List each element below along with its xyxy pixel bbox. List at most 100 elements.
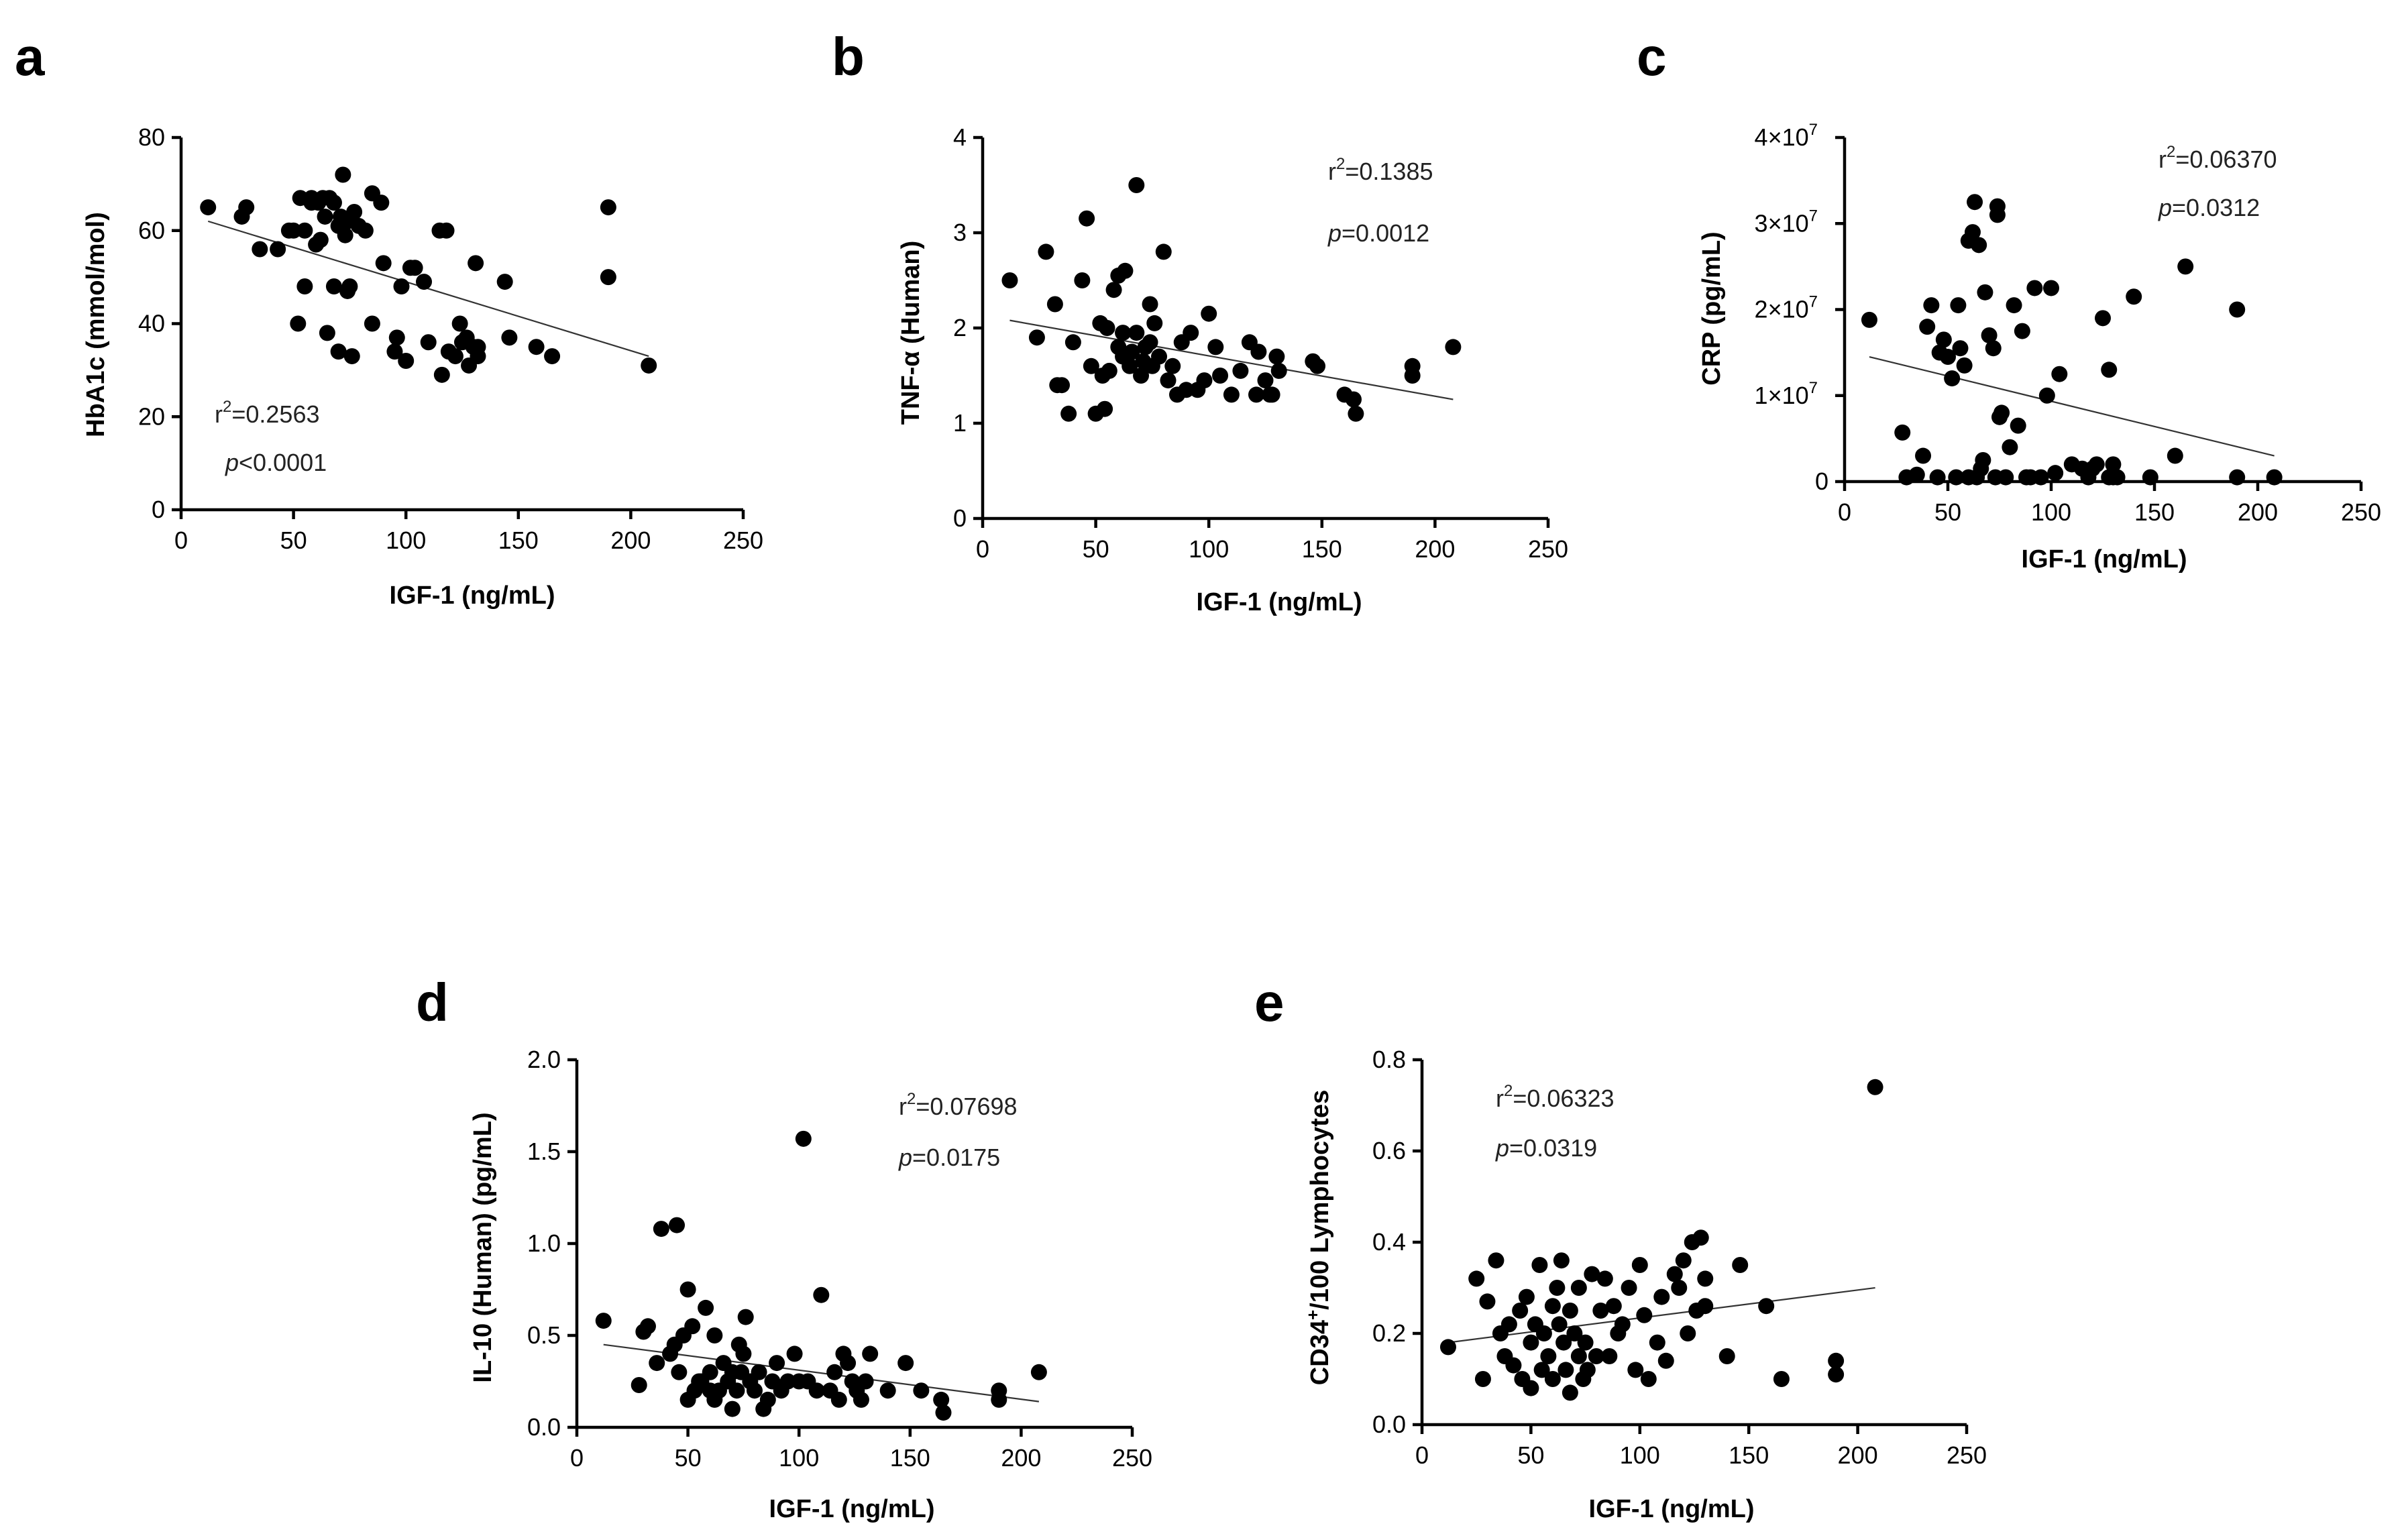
data-point xyxy=(1270,362,1287,379)
data-point xyxy=(600,269,616,286)
data-point xyxy=(641,357,657,374)
panel-e: e 0 50 100 150 200 250 0.0 0.2 0.4 0.6 0.8 IGF-1 (… xyxy=(1254,973,1987,1523)
data-point xyxy=(1867,1079,1883,1095)
data-point xyxy=(1549,1280,1566,1296)
data-point xyxy=(319,325,335,341)
data-point xyxy=(1993,404,2010,421)
data-point xyxy=(779,1373,796,1390)
data-point xyxy=(341,278,358,294)
data-point xyxy=(1232,362,1249,379)
data-point xyxy=(373,195,390,211)
data-point xyxy=(1592,1303,1609,1319)
data-point xyxy=(346,204,363,220)
data-point xyxy=(1105,282,1122,298)
data-point xyxy=(2229,469,2246,486)
data-point xyxy=(653,1221,669,1238)
data-point xyxy=(639,1318,656,1335)
data-point xyxy=(1518,1288,1535,1305)
data-point xyxy=(769,1355,785,1372)
x-tick-label: 50 xyxy=(280,527,307,554)
data-point xyxy=(1697,1298,1714,1315)
data-point xyxy=(1596,1270,1613,1287)
data-point xyxy=(1160,372,1177,389)
data-point xyxy=(1178,382,1195,398)
x-tick-label: 150 xyxy=(890,1444,930,1472)
data-point xyxy=(1523,1380,1539,1396)
data-point xyxy=(296,222,313,239)
x-tick-label: 50 xyxy=(675,1444,702,1472)
data-point xyxy=(1201,305,1217,322)
data-point xyxy=(1500,1316,1517,1333)
regression-line xyxy=(1869,355,2275,457)
y-tick-label: 3×107 xyxy=(1755,207,1818,237)
data-point xyxy=(897,1355,914,1372)
data-point xyxy=(1083,358,1099,374)
y-axis-label-d: IL-10 (Human) (pg/mL) xyxy=(469,1112,497,1382)
data-point xyxy=(1474,1371,1491,1387)
data-point xyxy=(1653,1288,1670,1305)
y-tick-label: 0 xyxy=(1815,468,1828,495)
data-point xyxy=(1248,386,1265,403)
y-tick-label: 1×107 xyxy=(1755,379,1818,409)
data-point xyxy=(2167,447,2183,464)
data-point xyxy=(751,1364,767,1380)
data-point xyxy=(1557,1362,1574,1378)
data-point xyxy=(1142,296,1158,313)
data-point xyxy=(388,329,405,346)
data-point xyxy=(1697,1270,1714,1287)
data-point xyxy=(1533,1362,1550,1378)
data-point xyxy=(1956,357,1973,374)
plot-area-b: 0 50 100 150 200 250 0 1 2 3 4 xyxy=(953,123,1568,563)
panel-d: d 0 50 100 150 200 250 0.0 0.5 1.0 1.5 2.0 IGF-1 (… xyxy=(416,973,1152,1523)
plot-area-d: 0 50 100 150 200 250 0.0 0.5 1.0 1.5 2.0 xyxy=(527,1046,1152,1472)
x-tick-label: 0 xyxy=(174,527,188,554)
data-point xyxy=(649,1355,665,1372)
data-point xyxy=(1975,451,1991,468)
data-point xyxy=(296,278,313,294)
x-tick-label: 250 xyxy=(723,527,763,554)
x-tick-label: 100 xyxy=(386,527,426,554)
x-tick-label: 50 xyxy=(1083,535,1109,563)
data-point xyxy=(1566,1325,1583,1341)
data-point xyxy=(544,348,561,365)
data-point xyxy=(600,199,616,216)
data-point xyxy=(2109,469,2126,486)
r-squared-a: r2=0.2563 xyxy=(215,398,320,428)
x-tick-label: 50 xyxy=(1934,498,1961,526)
data-point xyxy=(416,274,433,290)
p-value-c: p=0.0312 xyxy=(2158,194,2260,221)
data-point xyxy=(1680,1325,1696,1341)
data-point xyxy=(200,199,217,216)
x-tick-label: 250 xyxy=(2341,498,2381,526)
x-tick-label: 100 xyxy=(779,1444,819,1472)
data-point xyxy=(1079,210,1095,227)
data-point xyxy=(2126,288,2142,305)
data-point xyxy=(737,1309,754,1325)
data-point xyxy=(1535,1325,1552,1341)
data-point xyxy=(2047,465,2064,482)
data-point xyxy=(913,1382,930,1399)
data-point xyxy=(1531,1257,1548,1273)
x-tick-label: 100 xyxy=(2031,498,2071,526)
y-tick-label: 2.0 xyxy=(527,1046,561,1073)
data-point xyxy=(335,166,351,183)
r-squared-b: r2=0.1385 xyxy=(1328,155,1433,185)
data-point xyxy=(337,227,353,243)
data-point xyxy=(1544,1371,1561,1387)
data-point xyxy=(862,1345,879,1362)
x-axis-label-a: IGF-1 (ng/mL) xyxy=(390,582,555,610)
data-point xyxy=(1468,1270,1485,1287)
data-point xyxy=(826,1364,843,1380)
data-point xyxy=(1309,358,1326,374)
data-point xyxy=(2006,297,2022,314)
data-point xyxy=(393,278,410,294)
data-point xyxy=(1758,1298,1775,1315)
data-point xyxy=(1038,243,1054,260)
panel-a: a 0 50 100 150 200 250 0 20 40 60 80 IGF-1 (ng/mL)… xyxy=(15,27,763,610)
data-point xyxy=(1146,315,1163,331)
y-axis-label-c: CRP (pg/mL) xyxy=(1698,231,1726,385)
y-tick-label: 0.0 xyxy=(527,1413,561,1441)
data-point xyxy=(1207,339,1224,355)
data-point xyxy=(684,1318,701,1335)
panel-label-c: c xyxy=(1637,27,1667,87)
